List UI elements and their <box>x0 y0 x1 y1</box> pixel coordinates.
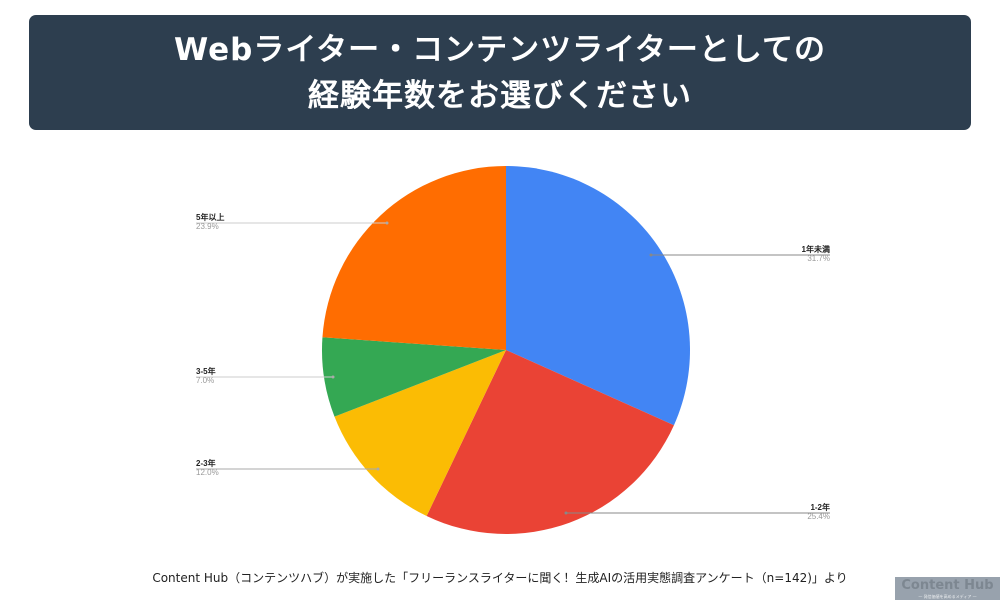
pie-slice-5年以上 <box>322 166 506 350</box>
label-name: 1年未満 <box>801 245 830 254</box>
label-name: 2-3年 <box>196 459 216 468</box>
leader-lines <box>196 221 830 515</box>
label-name: 3-5年 <box>196 367 216 376</box>
logo-title: Content Hub <box>901 578 994 593</box>
title-line-1: Webライター・コンテンツライターとしての <box>174 31 826 68</box>
label-name: 1-2年 <box>810 503 830 512</box>
label-percent: 7.0% <box>196 376 215 385</box>
pie-slice-1-2年 <box>426 350 674 534</box>
label-percent: 12.0% <box>196 468 219 477</box>
source-caption: Content Hub（コンテンツハブ）が実施した「フリーランスライターに聞く！… <box>152 571 848 585</box>
title-line-2: 経験年数をお選びください <box>308 77 692 114</box>
pie-slice-2-3年 <box>334 350 506 516</box>
title-banner: Webライター・コンテンツライターとしての 経験年数をお選びください <box>29 15 971 130</box>
label-percent: 23.9% <box>196 222 219 231</box>
pie-slice-1年未満 <box>506 166 690 426</box>
label-under-1-year: 1年未満 31.7% <box>760 245 830 263</box>
pie-slice-3-5年 <box>321 337 506 417</box>
pie-slices <box>321 166 690 534</box>
label-name: 5年以上 <box>196 213 225 222</box>
label-3-5-years: 3-5年 7.0% <box>196 367 216 385</box>
label-percent: 25.4% <box>807 512 830 521</box>
label-percent: 31.7% <box>807 254 830 263</box>
label-2-3-years: 2-3年 12.0% <box>196 459 219 477</box>
label-5-plus-years: 5年以上 23.9% <box>196 213 224 231</box>
content-hub-logo: Content Hub — 発信価値を高めるメディア — <box>895 577 1000 600</box>
label-1-2-years: 1-2年 25.4% <box>760 503 830 521</box>
logo-subtitle: — 発信価値を高めるメディア — <box>918 594 977 599</box>
